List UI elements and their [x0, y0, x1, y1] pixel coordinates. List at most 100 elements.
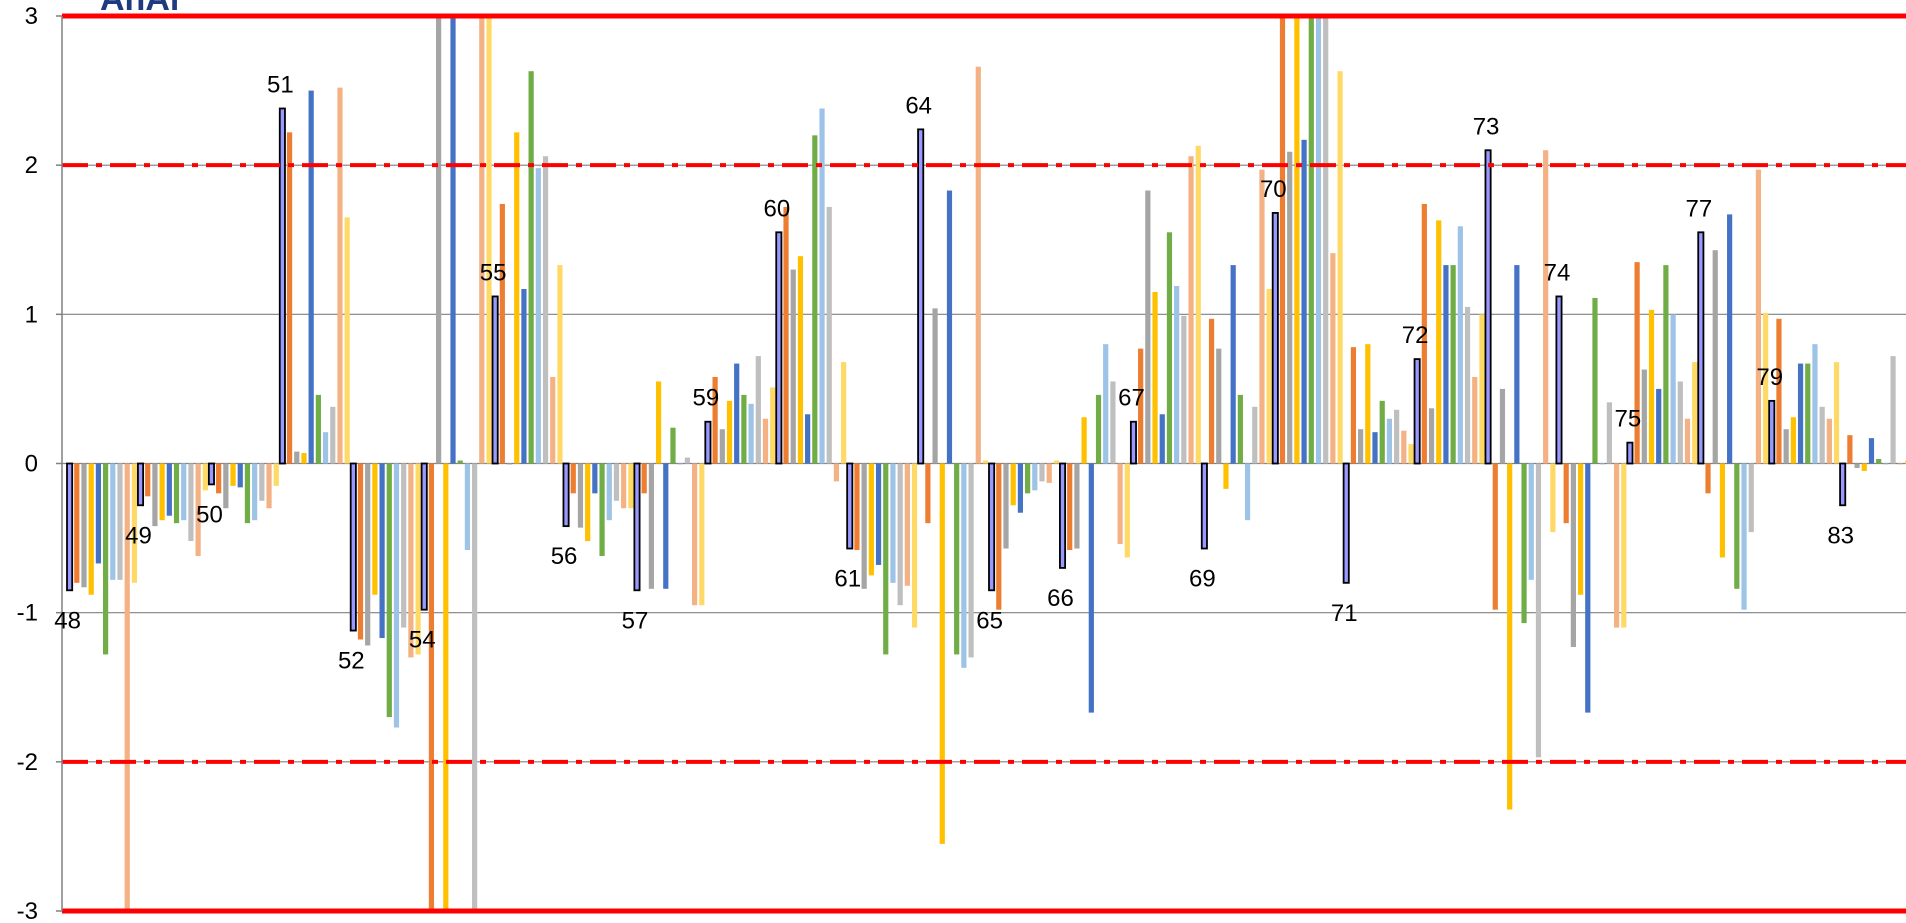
bar	[1032, 463, 1038, 491]
bar	[408, 463, 414, 658]
bar-group-59	[704, 356, 776, 465]
group-label: 48	[54, 607, 81, 634]
bar	[415, 463, 421, 655]
bar	[1507, 463, 1513, 810]
bar	[472, 463, 478, 911]
bar	[677, 463, 683, 465]
bar	[330, 406, 336, 464]
bar	[1181, 315, 1187, 464]
bar	[1195, 145, 1201, 464]
bar	[592, 463, 598, 494]
bar-group-70	[1271, 16, 1343, 465]
bar	[868, 463, 874, 576]
bar	[1124, 463, 1130, 558]
bar	[1017, 463, 1023, 513]
bar	[386, 463, 392, 718]
bar	[1129, 420, 1137, 465]
bar	[1110, 381, 1116, 464]
bar	[982, 460, 989, 464]
bar	[1741, 463, 1747, 610]
bar	[819, 108, 825, 464]
bar	[734, 363, 740, 464]
bar	[1230, 265, 1236, 464]
bar	[755, 356, 761, 464]
bar-group-48	[66, 462, 137, 911]
group-label: 73	[1473, 113, 1500, 140]
bar	[1833, 362, 1840, 464]
bar	[996, 463, 1002, 610]
bar	[202, 463, 208, 491]
bar	[975, 66, 981, 464]
bar	[655, 381, 662, 464]
bar-group-72	[1413, 203, 1485, 465]
y-tick-label: -2	[17, 749, 38, 776]
bar	[1088, 463, 1094, 713]
bar	[1479, 314, 1485, 464]
bar	[812, 135, 818, 464]
bar	[308, 90, 314, 464]
bar	[173, 463, 180, 524]
bar-group-61	[846, 462, 918, 655]
bar	[1046, 463, 1052, 483]
bar	[1074, 463, 1080, 549]
bar	[946, 190, 953, 464]
bar	[1266, 288, 1272, 464]
bar	[1010, 463, 1016, 506]
bar	[464, 463, 471, 551]
bar	[1271, 211, 1279, 465]
bar	[195, 463, 201, 556]
bar	[479, 16, 485, 464]
bar	[663, 463, 669, 589]
bar	[110, 463, 116, 580]
bar	[159, 463, 165, 521]
bar	[846, 462, 854, 550]
bar	[1330, 253, 1336, 464]
bar	[244, 463, 251, 524]
bar	[1174, 285, 1180, 464]
bar	[1166, 232, 1173, 464]
bar	[1727, 214, 1733, 464]
bar	[1413, 358, 1421, 465]
bar	[131, 463, 137, 583]
bar	[704, 420, 712, 465]
bar	[379, 463, 385, 639]
bar	[1748, 463, 1754, 533]
bar	[1379, 400, 1385, 464]
bar	[1337, 71, 1343, 464]
bar	[1697, 231, 1705, 465]
bar	[917, 128, 925, 465]
bar	[401, 463, 407, 628]
group-label: 61	[834, 566, 861, 593]
bar	[606, 463, 612, 521]
bar-group-67	[1129, 145, 1201, 465]
bar	[1783, 429, 1789, 464]
group-label: 83	[1827, 522, 1854, 549]
bar	[1550, 463, 1556, 533]
bar	[103, 463, 109, 655]
bar	[521, 288, 527, 464]
bar	[486, 16, 492, 464]
group-label: 51	[267, 71, 294, 98]
bar	[939, 463, 945, 844]
bar	[278, 107, 286, 465]
bar	[1152, 291, 1158, 464]
bar-group-83	[1839, 356, 1906, 507]
bar	[1472, 376, 1478, 464]
bar	[499, 203, 505, 464]
bar	[883, 463, 889, 655]
bar	[1103, 344, 1109, 464]
bar	[1854, 463, 1860, 468]
bar	[1492, 463, 1498, 610]
bar	[904, 463, 910, 586]
bar	[1670, 314, 1676, 464]
bar	[932, 308, 938, 464]
group-label: 79	[1756, 364, 1783, 391]
bar	[1053, 460, 1059, 464]
bar	[1408, 444, 1414, 464]
bar	[841, 362, 847, 464]
bars	[66, 16, 1906, 911]
bar	[1421, 203, 1427, 464]
bar-group-66	[1059, 344, 1130, 713]
bar	[1244, 463, 1251, 521]
